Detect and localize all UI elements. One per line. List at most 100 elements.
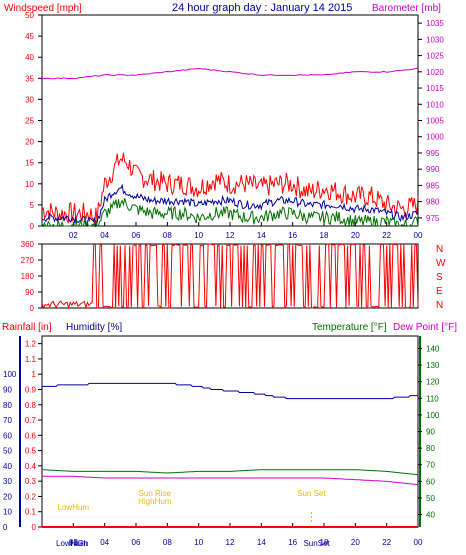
temp-tick-label: 100 <box>426 411 440 420</box>
compass-label: N <box>436 300 443 311</box>
x-tick-label: 06 <box>132 231 141 240</box>
y2-tick-label: 1000 <box>426 133 444 142</box>
y-tick-label: 25 <box>25 117 34 126</box>
x-tick-label: 04 <box>100 538 109 547</box>
bottom-label-lowhum: LowHum <box>56 539 88 548</box>
dir-tick-label: 180 <box>21 272 35 281</box>
y2-tick-label: 1005 <box>426 117 444 126</box>
chart-title: 24 hour graph day : January 14 2015 <box>172 2 352 14</box>
dir-tick-label: 270 <box>21 256 35 265</box>
y-tick-label: 35 <box>25 74 34 83</box>
series-wind-gust <box>41 152 419 226</box>
series-wind-low <box>41 198 419 228</box>
wind-barometer-panel: 0510152025303540455097598098599099510001… <box>25 11 444 240</box>
temp-tick-label: 110 <box>426 394 439 403</box>
x-tick-label: 00 <box>414 231 423 240</box>
annotation-sun-set: Sun Set <box>297 489 326 498</box>
barometer-label: Barometer [mb] <box>372 3 441 14</box>
temp-tick-label: 50 <box>426 494 435 503</box>
temp-tick-label: 90 <box>426 428 435 437</box>
temp-tick-label: 60 <box>426 477 435 486</box>
rain-humidity-temp-panel: 010203040506070809010000.10.20.30.40.50.… <box>3 335 440 548</box>
bottom-label-high: HiGh <box>70 539 88 548</box>
x-tick-label: 18 <box>320 231 329 240</box>
x-tick-label: 10 <box>194 538 203 547</box>
x-tick-label: 14 <box>257 538 266 547</box>
y-tick-label: 20 <box>25 138 34 147</box>
dir-tick-label: 360 <box>21 240 35 249</box>
rain-tick-label: 0.6 <box>25 431 37 440</box>
annotation-highhum: HighHum <box>138 497 172 506</box>
compass-label: E <box>436 286 443 297</box>
rain-tick-label: 1 <box>32 370 37 379</box>
x-tick-label: 00 <box>414 538 423 547</box>
x-tick-label: 12 <box>226 538 235 547</box>
hum-tick-label: 20 <box>3 492 12 501</box>
dir-tick-label: 0 <box>30 304 35 313</box>
compass-label: N <box>436 244 443 255</box>
y-tick-label: 45 <box>25 32 34 41</box>
rain-tick-label: 0.4 <box>25 462 37 471</box>
x-tick-label: 22 <box>382 538 391 547</box>
hum-tick-label: 10 <box>3 508 12 517</box>
temp-tick-label: 80 <box>426 444 435 453</box>
series-barometer <box>41 67 419 80</box>
y-tick-label: 30 <box>25 95 34 104</box>
x-tick-label: 08 <box>163 231 172 240</box>
y-tick-label: 5 <box>30 201 35 210</box>
y-tick-label: 50 <box>25 11 34 20</box>
humidity-label: Humidity [%] <box>66 322 122 333</box>
compass-label: S <box>436 272 443 283</box>
temperature-label: Temperature [°F] <box>312 322 387 333</box>
x-tick-label: 14 <box>257 231 266 240</box>
rain-tick-label: 0 <box>32 523 37 532</box>
y-tick-label: 0 <box>30 222 35 231</box>
hum-tick-label: 80 <box>3 401 12 410</box>
y-tick-label: 40 <box>25 53 34 62</box>
y2-tick-label: 990 <box>426 165 440 174</box>
y2-tick-label: 975 <box>426 214 440 223</box>
series-dew-point <box>42 475 419 486</box>
hum-tick-label: 100 <box>3 370 17 379</box>
annotation-lowhum: LowHum <box>58 503 90 512</box>
y2-tick-label: 1010 <box>426 100 444 109</box>
hum-tick-label: 40 <box>3 462 12 471</box>
series-wind-avg <box>41 183 419 228</box>
temp-tick-label: 40 <box>426 511 435 520</box>
rain-tick-label: 1.1 <box>25 355 37 364</box>
temp-tick-label: 130 <box>426 361 440 370</box>
rain-tick-label: 0.8 <box>25 401 37 410</box>
rain-tick-label: 0.5 <box>25 447 37 456</box>
x-tick-label: 02 <box>69 538 78 547</box>
temp-tick-label: 140 <box>426 344 440 353</box>
y2-tick-label: 1015 <box>426 84 444 93</box>
y2-tick-label: 1030 <box>426 35 444 44</box>
windspeed-label: Windspeed [mph] <box>4 3 82 14</box>
rain-tick-label: 0.1 <box>25 508 37 517</box>
series-temperature <box>41 469 419 476</box>
dir-tick-label: 90 <box>25 288 34 297</box>
x-tick-label: 20 <box>351 538 360 547</box>
annotation-sun-rise: Sun Rise <box>139 489 172 498</box>
hum-tick-label: 50 <box>3 447 12 456</box>
x-tick-label: 04 <box>100 231 109 240</box>
hum-tick-label: 60 <box>3 431 12 440</box>
bottom-label-sunset: SunSet <box>303 539 330 548</box>
y-tick-label: 10 <box>25 180 34 189</box>
hum-tick-label: 90 <box>3 385 12 394</box>
x-tick-label: 02 <box>69 231 78 240</box>
x-tick-label: 16 <box>288 231 297 240</box>
y-tick-label: 15 <box>25 159 34 168</box>
hum-tick-label: 70 <box>3 416 12 425</box>
rain-tick-label: 0.9 <box>25 385 37 394</box>
x-tick-label: 18 <box>320 538 329 547</box>
x-tick-label: 10 <box>194 231 203 240</box>
rain-tick-label: 0.2 <box>25 492 37 501</box>
x-tick-label: 12 <box>226 231 235 240</box>
y2-tick-label: 980 <box>426 198 440 207</box>
y2-tick-label: 1025 <box>426 52 444 61</box>
series-humidity <box>42 382 418 400</box>
rain-tick-label: 0.7 <box>25 416 37 425</box>
